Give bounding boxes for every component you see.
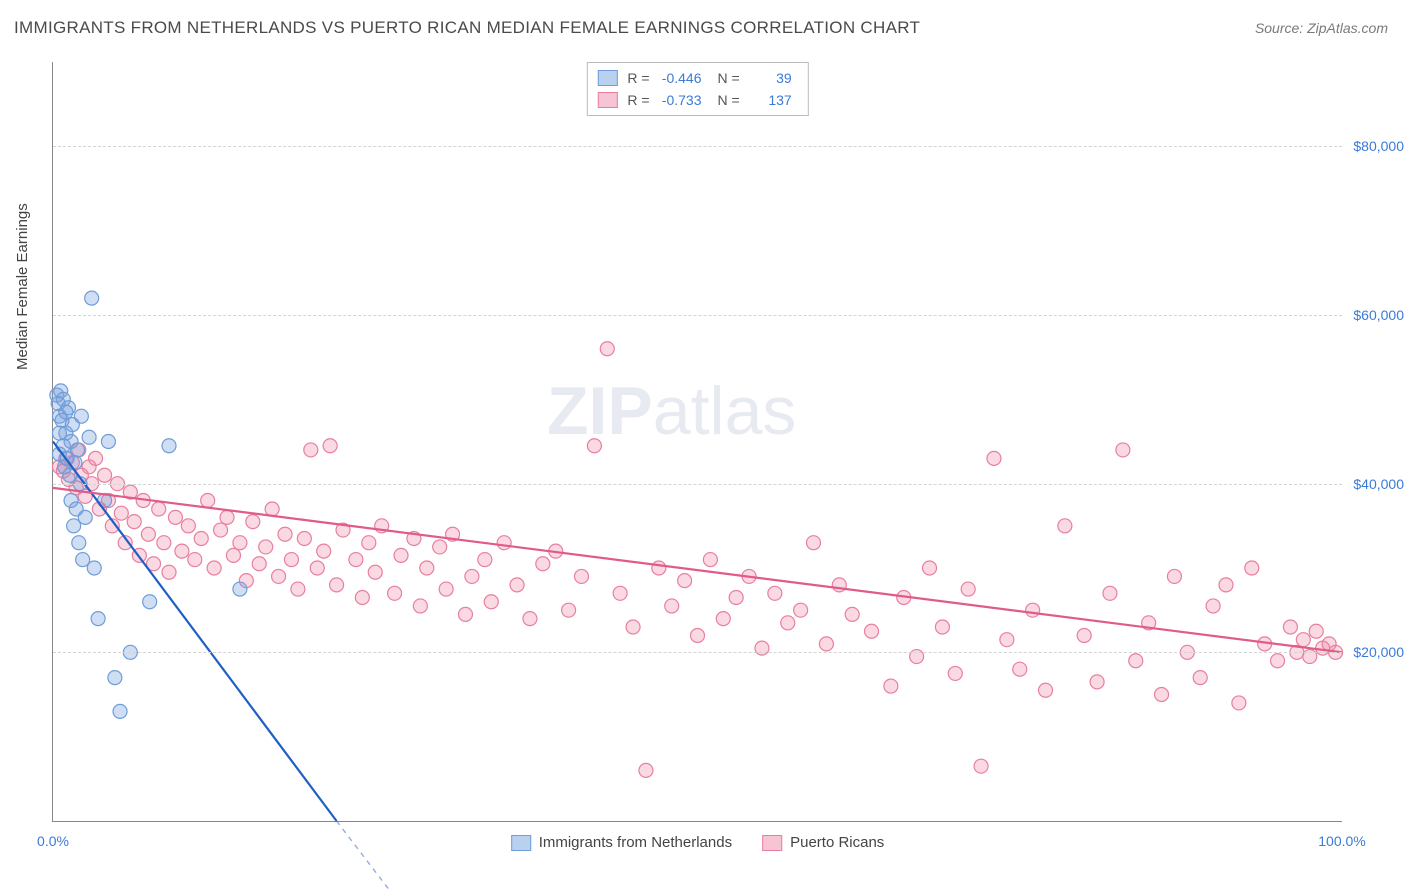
- swatch-netherlands: [511, 835, 531, 851]
- correlation-chart: IMMIGRANTS FROM NETHERLANDS VS PUERTO RI…: [0, 0, 1406, 892]
- y-axis-title: Median Female Earnings: [14, 203, 31, 370]
- x-tick-label: 100.0%: [1318, 833, 1365, 849]
- x-tick-label: 0.0%: [37, 833, 69, 849]
- y-tick-label: $20,000: [1353, 644, 1404, 660]
- legend-item-puertorican: Puerto Ricans: [762, 834, 884, 851]
- legend-item-netherlands: Immigrants from Netherlands: [511, 834, 732, 851]
- swatch-netherlands: [597, 70, 617, 86]
- source-attribution: Source: ZipAtlas.com: [1255, 20, 1388, 36]
- swatch-puertorican: [762, 835, 782, 851]
- stats-row-netherlands: R = -0.446 N = 39: [597, 67, 797, 89]
- y-tick-label: $80,000: [1353, 138, 1404, 154]
- swatch-puertorican: [597, 92, 617, 108]
- plot-svg: [53, 62, 1342, 821]
- series-legend: Immigrants from Netherlands Puerto Rican…: [511, 834, 885, 851]
- plot-area: ZIPatlas R = -0.446 N = 39 R = -0.733 N …: [52, 62, 1342, 822]
- chart-title: IMMIGRANTS FROM NETHERLANDS VS PUERTO RI…: [14, 18, 920, 38]
- y-tick-label: $40,000: [1353, 476, 1404, 492]
- stats-legend: R = -0.446 N = 39 R = -0.733 N = 137: [586, 62, 808, 116]
- y-tick-label: $60,000: [1353, 307, 1404, 323]
- stats-row-puertorican: R = -0.733 N = 137: [597, 89, 797, 111]
